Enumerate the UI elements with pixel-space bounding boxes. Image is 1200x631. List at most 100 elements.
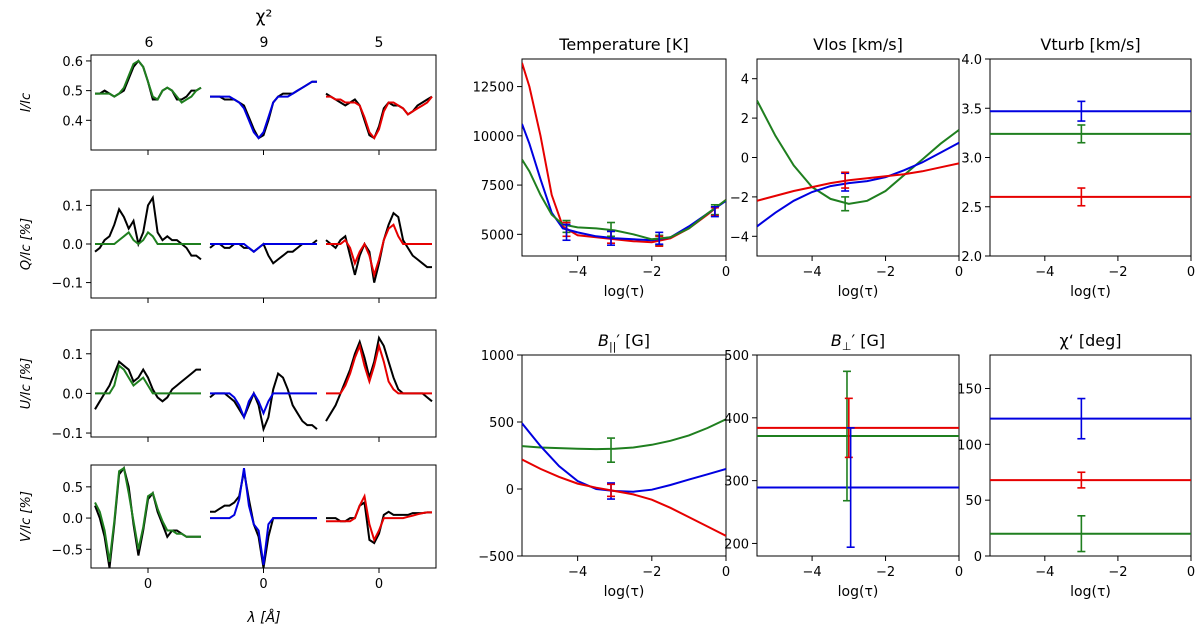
panel-title: Vlos [km/s]	[813, 35, 903, 54]
fit-profile	[95, 363, 201, 395]
y-tick-label: −4	[730, 230, 749, 245]
y-tick-label: −0.5	[51, 543, 83, 558]
x-axis-label: log(τ)	[604, 284, 645, 300]
panel-frame	[989, 354, 1192, 557]
y-tick-label: 0.1	[62, 199, 83, 214]
series-line	[757, 162, 959, 202]
x-tick-label: −2	[1108, 565, 1127, 580]
y-tick-label: 100	[957, 438, 982, 453]
fit-profile	[210, 80, 317, 140]
panel-frame	[756, 354, 960, 557]
y-tick-label: −500	[478, 550, 514, 565]
series-line	[757, 99, 959, 205]
stokes-panel-stokes-Q: −0.1 0.0 0.1 Q/Ic [%]	[19, 189, 437, 303]
y-tick-label: −0.1	[51, 277, 83, 292]
y-axis-label: Q/Ic [%]	[19, 218, 34, 270]
chi2-header: χ²	[256, 7, 273, 27]
series-line	[522, 422, 726, 493]
x-axis-label: log(τ)	[1070, 584, 1111, 600]
panel-b-parallel: B||′ [G] −500 0 500 1000 −4 −2 0 log(τ)	[478, 331, 730, 600]
fit-profile	[326, 223, 432, 279]
panel-vturb: Vturb [km/s] 2.0 2.5 3.0 3.5 4.0 −4 −2 0 log(τ)	[961, 35, 1195, 300]
y-tick-label: 4.0	[961, 53, 982, 68]
y-tick-label: 3.5	[961, 102, 982, 117]
fit-profile	[326, 95, 433, 140]
fit-profile	[210, 467, 317, 566]
x-tick-label: −4	[803, 265, 822, 280]
x-tick-label: −2	[1108, 265, 1127, 280]
stokes-panel-stokes-I: 0.4 0.5 0.6 I/Ic	[19, 54, 437, 155]
x-tick-label: −4	[1035, 265, 1054, 280]
observed-profile	[210, 471, 317, 569]
y-tick-label: 2	[741, 112, 749, 127]
fit-profile	[326, 342, 432, 395]
x-tick-label: 0	[1187, 265, 1195, 280]
x-tick-label: −2	[642, 565, 661, 580]
y-tick-label: 0.4	[62, 114, 83, 129]
x-tick-label: 0	[1187, 565, 1195, 580]
x-tick-label: 0	[259, 577, 267, 592]
fit-profile	[210, 243, 317, 253]
y-tick-label: −2	[730, 191, 749, 206]
x-tick-label: 0	[375, 577, 383, 592]
plot-area	[990, 100, 1191, 207]
y-tick-label: 0.1	[62, 348, 83, 363]
observed-profile	[325, 335, 433, 422]
series-line	[522, 458, 726, 537]
x-tick-label: −4	[1035, 565, 1054, 580]
y-tick-label: 400	[724, 412, 749, 427]
x-axis-label: log(τ)	[838, 284, 879, 300]
fit-profile	[95, 230, 201, 246]
y-tick-label: 150	[957, 383, 982, 398]
y-tick-label: 0	[506, 483, 514, 498]
x-tick-label: −4	[568, 565, 587, 580]
x-axis-label: log(τ)	[838, 584, 879, 600]
fit-profile	[210, 391, 317, 421]
y-tick-label: 0	[974, 550, 982, 565]
x-tick-label: −4	[803, 565, 822, 580]
y-tick-label: −0.1	[51, 427, 83, 442]
x-tick-label: −2	[876, 265, 895, 280]
chi2-value-1: 6	[145, 35, 154, 51]
panel-temperature: Temperature [K] 5000 7500 10000 12500 −4 −2 0 lo…	[473, 35, 731, 300]
series-line	[522, 418, 726, 451]
y-axis-label: U/Ic [%]	[19, 358, 34, 410]
x-axis-label: log(τ)	[604, 584, 645, 600]
observed-profile	[326, 500, 432, 545]
x-tick-label: 0	[144, 577, 152, 592]
panel-title: Vturb [km/s]	[1040, 35, 1140, 54]
y-tick-label: 0	[741, 152, 749, 167]
series-line	[522, 123, 726, 242]
panel-frame	[989, 58, 1192, 257]
y-tick-label: 12500	[473, 81, 514, 96]
panel-frame	[756, 58, 960, 257]
y-tick-label: 0.5	[62, 85, 83, 100]
y-tick-label: 0.0	[62, 512, 83, 527]
panel-b-perpendicular: B⊥′ [G] 200 300 400 500 −4 −2 0 log(τ)	[724, 331, 963, 600]
plot-area	[522, 418, 726, 537]
panel-title: Temperature [K]	[558, 35, 688, 54]
panel-frame	[521, 58, 727, 257]
y-tick-label: 2.0	[961, 250, 982, 265]
panel-vlos: Vlos [km/s] −4 −2 0 2 4 −4 −2 0 log(τ)	[730, 35, 963, 300]
y-tick-label: 300	[724, 475, 749, 490]
stokes-panel-stokes-V: −0.5 0.0 0.5 V/Ic [%] 0 0 0	[19, 464, 437, 592]
plot-area	[757, 370, 959, 549]
x-tick-label: −2	[876, 565, 895, 580]
y-tick-label: 1000	[481, 349, 514, 364]
panel-title: χ‘ [deg]	[1059, 331, 1121, 350]
y-tick-label: 2.5	[961, 201, 982, 216]
series-line	[757, 141, 959, 228]
x-tick-label: 0	[955, 265, 963, 280]
plot-area	[757, 99, 959, 228]
observed-profile	[325, 211, 432, 283]
panel-chi-prime: χ‘ [deg] 0 50 100 150 −4 −2 0 log(τ)	[957, 331, 1195, 600]
wavelength-axis-label: λ [Å]	[246, 609, 280, 626]
observed-profile	[209, 371, 318, 433]
x-tick-label: 0	[955, 565, 963, 580]
y-axis-label: I/Ic	[19, 93, 34, 112]
chi2-value-3: 5	[375, 35, 384, 51]
chi2-value-2: 9	[260, 35, 269, 51]
y-tick-label: 0.0	[62, 238, 83, 253]
